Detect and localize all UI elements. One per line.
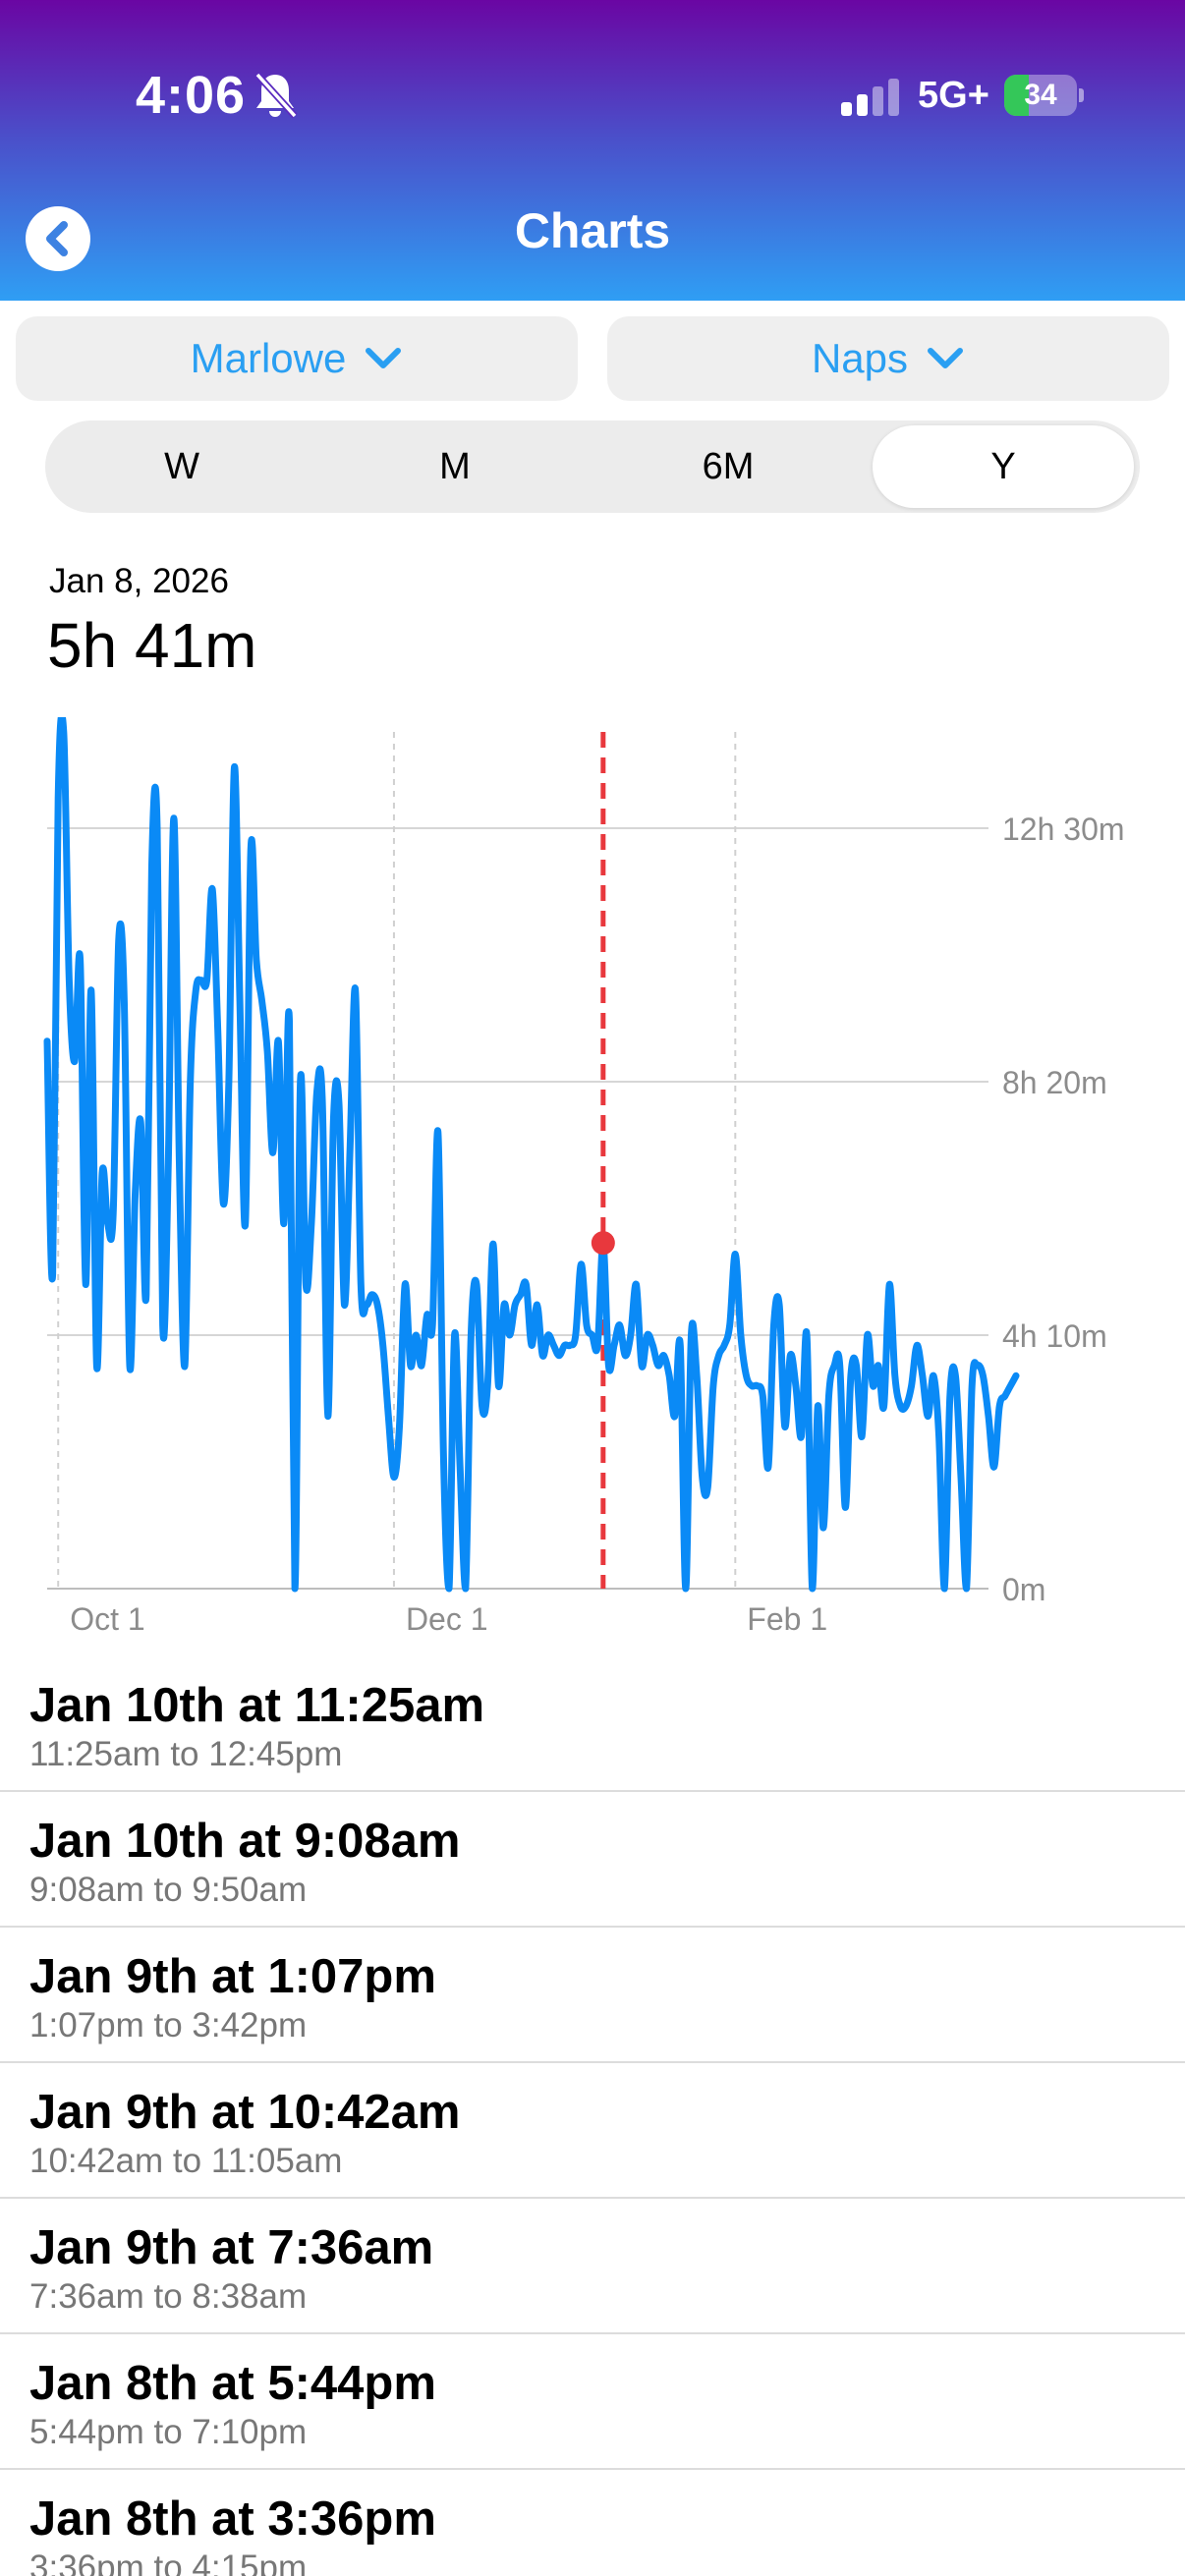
back-button[interactable] <box>26 206 90 271</box>
range-tab-six-months[interactable]: 6M <box>702 446 755 487</box>
range-tab-month[interactable]: M <box>439 446 471 487</box>
x-tick-label: Feb 1 <box>747 1601 827 1637</box>
y-tick-label: 0m <box>1002 1572 1045 1607</box>
nap-time-range: 10:42am to 11:05am <box>29 2142 343 2180</box>
nap-list-item[interactable]: Jan 9th at 1:07pm 1:07pm to 3:42pm <box>0 1928 1185 2063</box>
chevron-down-icon <box>366 348 402 368</box>
nap-time-range: 3:36pm to 4:15pm <box>29 2548 308 2576</box>
nap-time-range: 9:08am to 9:50am <box>29 1871 308 1909</box>
y-tick-label: 4h 10m <box>1002 1318 1107 1354</box>
child-selector-label: Marlowe <box>190 335 347 381</box>
nap-title: Jan 10th at 9:08am <box>29 1815 461 1868</box>
app-header: 4:06 5G+ 34 Charts <box>0 0 1185 301</box>
nap-time-range: 1:07pm to 3:42pm <box>29 2006 308 2044</box>
selected-total: 5h 41m <box>47 610 257 681</box>
nap-title: Jan 8th at 3:36pm <box>29 2492 436 2546</box>
nap-list-item[interactable]: Jan 9th at 10:42am 10:42am to 11:05am <box>0 2063 1185 2199</box>
battery-percent: 34 <box>1024 79 1057 111</box>
type-selector-label: Naps <box>811 335 909 381</box>
selected-date: Jan 8, 2026 <box>49 562 229 600</box>
page-title: Charts <box>514 203 671 258</box>
nap-title: Jan 8th at 5:44pm <box>29 2357 436 2410</box>
status-time: 4:06 <box>136 66 247 125</box>
y-tick-label: 8h 20m <box>1002 1065 1107 1100</box>
selected-point <box>591 1231 615 1256</box>
nap-time-range: 11:25am to 12:45pm <box>29 1735 343 1773</box>
nap-list-item[interactable]: Jan 10th at 9:08am 9:08am to 9:50am <box>0 1792 1185 1928</box>
network-label: 5G+ <box>918 75 989 116</box>
child-selector-button[interactable]: Marlowe <box>16 316 578 401</box>
nap-title: Jan 10th at 11:25am <box>29 1679 485 1732</box>
nap-title: Jan 9th at 7:36am <box>29 2221 434 2274</box>
nap-title: Jan 9th at 10:42am <box>29 2086 461 2139</box>
nap-list-item[interactable]: Jan 10th at 11:25am 11:25am to 12:45pm <box>0 1656 1185 1792</box>
range-tab-year[interactable]: Y <box>873 425 1134 508</box>
nap-title: Jan 9th at 1:07pm <box>29 1950 436 2003</box>
chevron-down-icon <box>928 348 964 368</box>
x-tick-label: Dec 1 <box>406 1601 488 1637</box>
nap-time-range: 7:36am to 8:38am <box>29 2277 308 2316</box>
bell-slash-icon <box>254 72 298 119</box>
battery-indicator: 34 <box>1004 75 1084 116</box>
nap-list-item[interactable]: Jan 9th at 7:36am 7:36am to 8:38am <box>0 2199 1185 2334</box>
cellular-signal-icon <box>841 79 899 116</box>
naps-line-chart[interactable]: 0m 4h 10m 8h 20m 12h 30m Oct 1 Dec 1 Feb 1 <box>0 717 1185 1651</box>
nap-time-range: 5:44pm to 7:10pm <box>29 2413 308 2451</box>
nap-list-item[interactable]: Jan 8th at 3:36pm 3:36pm to 4:15pm <box>0 2470 1185 2576</box>
y-tick-label: 12h 30m <box>1002 812 1125 847</box>
range-tab-week[interactable]: W <box>164 446 199 487</box>
type-selector-button[interactable]: Naps <box>607 316 1169 401</box>
x-tick-label: Oct 1 <box>70 1601 144 1637</box>
nap-list-item[interactable]: Jan 8th at 5:44pm 5:44pm to 7:10pm <box>0 2334 1185 2470</box>
range-segmented-control: W M 6M Y <box>45 420 1140 513</box>
nap-list: Jan 10th at 11:25am 11:25am to 12:45pm Jan… <box>0 1656 1185 2576</box>
series-line <box>43 717 1020 1593</box>
chevron-left-icon <box>46 221 68 256</box>
